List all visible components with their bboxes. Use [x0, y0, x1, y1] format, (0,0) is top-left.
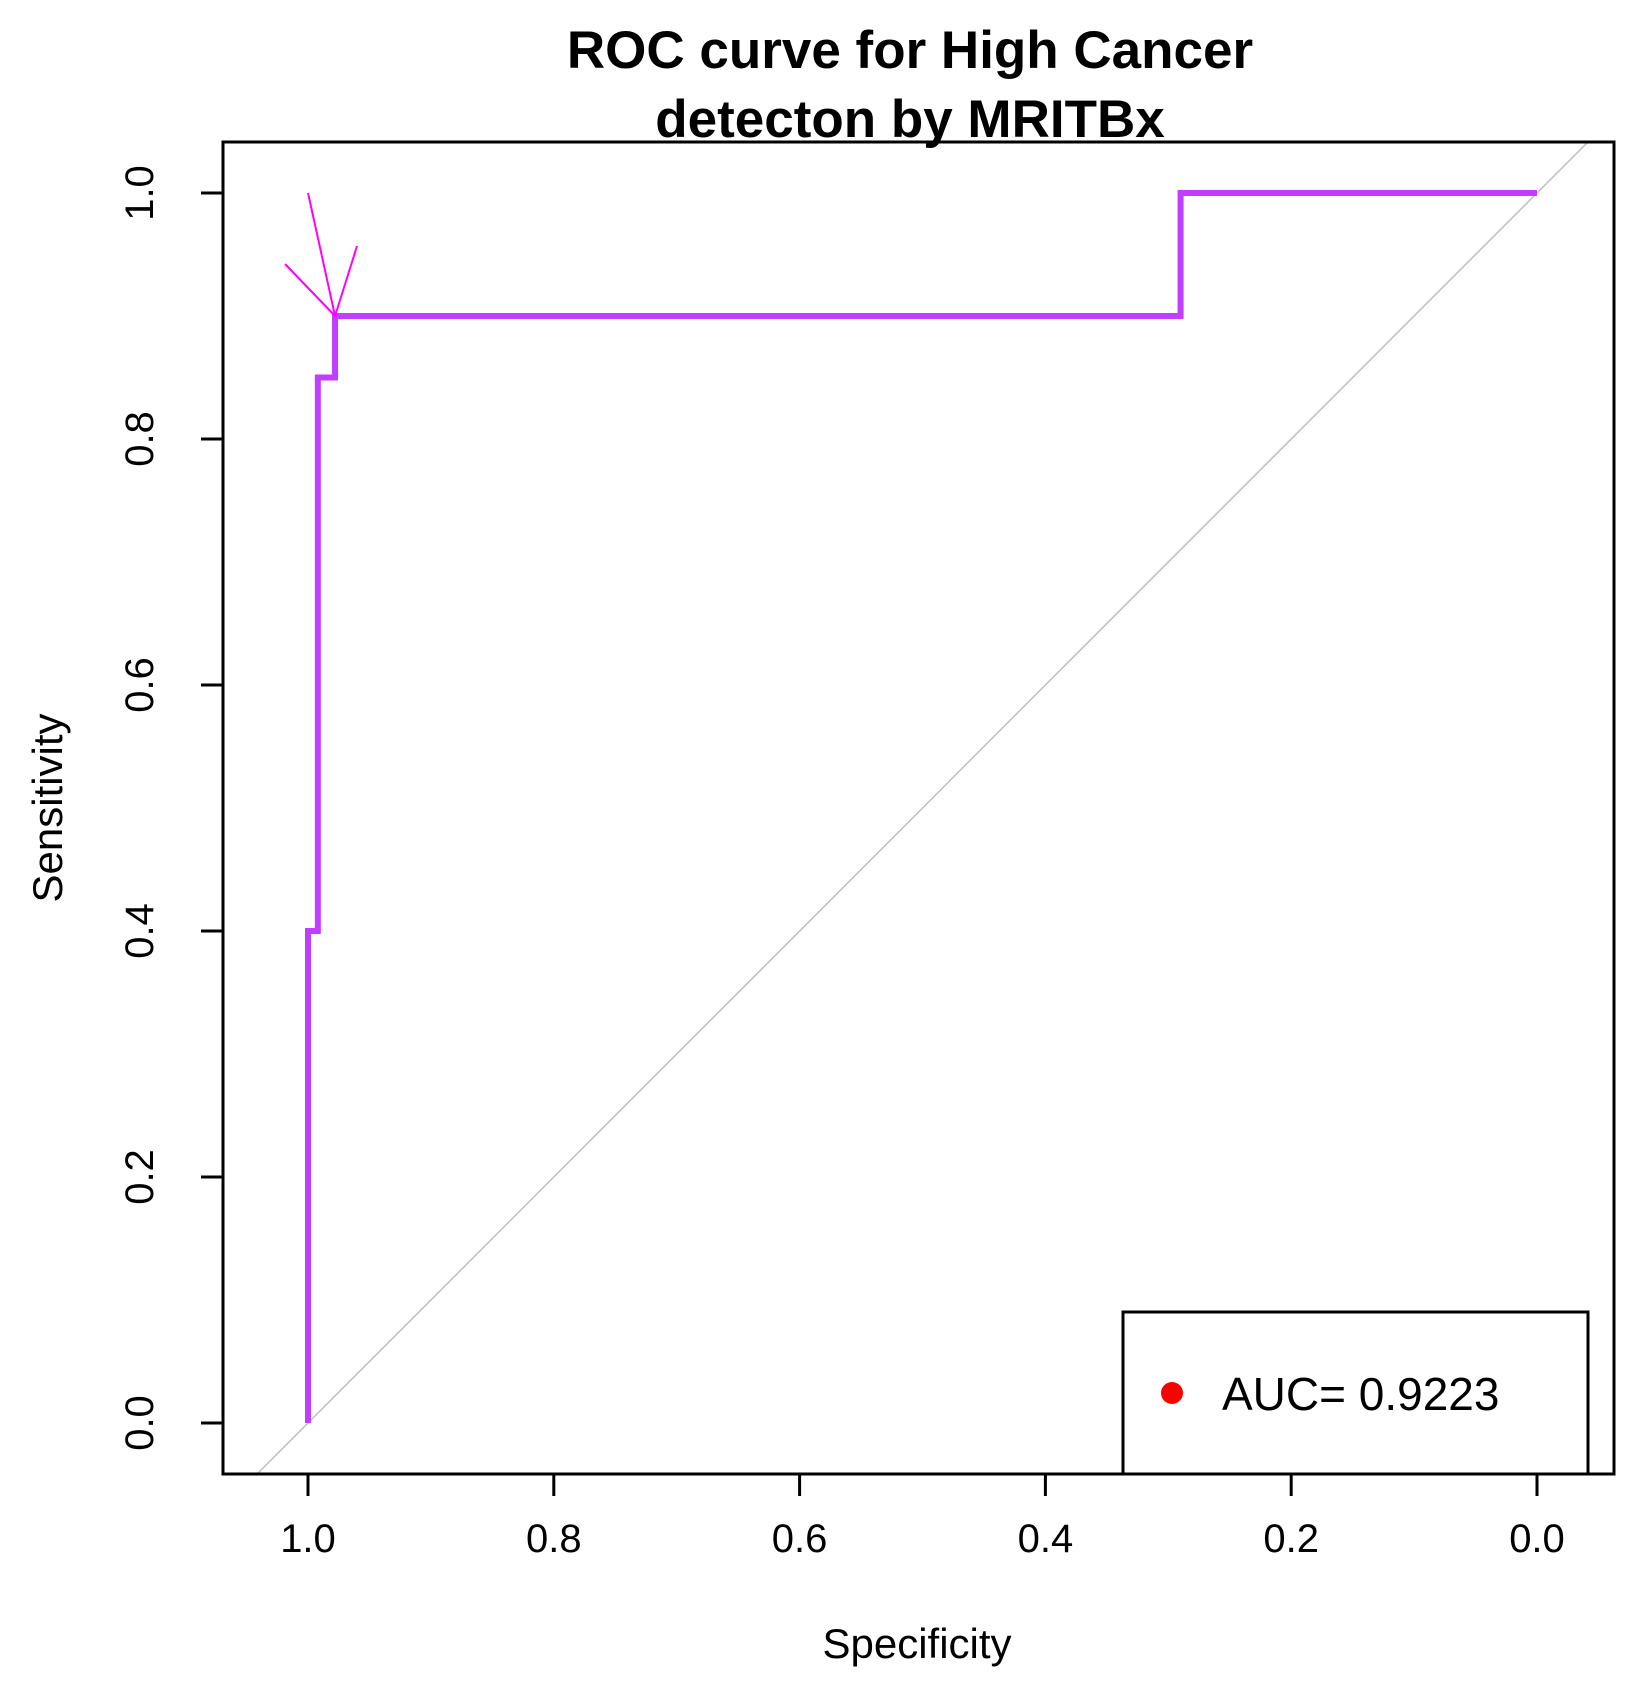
threshold-marker-layer — [284, 192, 358, 317]
reference-diagonal-line — [256, 141, 1589, 1475]
threshold-marker-ray — [307, 192, 337, 317]
x-tick-label: 0.4 — [1018, 1517, 1074, 1561]
chart-title-line-1: ROC curve for High Cancer — [567, 21, 1253, 80]
y-tick-label: 0.4 — [118, 903, 162, 959]
plot-frame — [221, 140, 1616, 1476]
roc-series-layer — [305, 190, 1537, 1423]
x-tick-label: 0.2 — [1263, 1517, 1319, 1561]
y-axis: 0.0 0.2 0.4 0.6 0.8 1.0 — [118, 165, 223, 1451]
legend-marker-circle — [1161, 1382, 1183, 1404]
x-axis-label: Specificity — [822, 1620, 1011, 1667]
reference-diagonal-layer — [256, 141, 1589, 1475]
x-axis: 1.0 0.8 0.6 0.4 0.2 0.0 — [280, 1474, 1565, 1561]
roc-curve-line — [305, 190, 1537, 1423]
y-tick-label: 0.0 — [118, 1395, 162, 1451]
x-tick-label: 0.6 — [772, 1517, 828, 1561]
threshold-marker-ray — [334, 245, 358, 317]
threshold-marker-ray — [284, 263, 336, 317]
x-tick-label: 0.8 — [526, 1517, 582, 1561]
x-tick-label: 1.0 — [280, 1517, 336, 1561]
y-tick-label: 0.2 — [118, 1149, 162, 1205]
x-tick-label: 0.0 — [1509, 1517, 1565, 1561]
y-axis-label: Sensitivity — [24, 713, 71, 902]
y-tick-label: 1.0 — [118, 165, 162, 221]
legend: AUC= 0.9223 — [1121, 1310, 1590, 1476]
chart-title-line-2: detecton by MRITBx — [655, 90, 1165, 149]
y-tick-label: 0.8 — [118, 411, 162, 467]
legend-box — [1121, 1310, 1590, 1476]
y-tick-label: 0.6 — [118, 657, 162, 713]
legend-label: AUC= 0.9223 — [1222, 1368, 1499, 1420]
